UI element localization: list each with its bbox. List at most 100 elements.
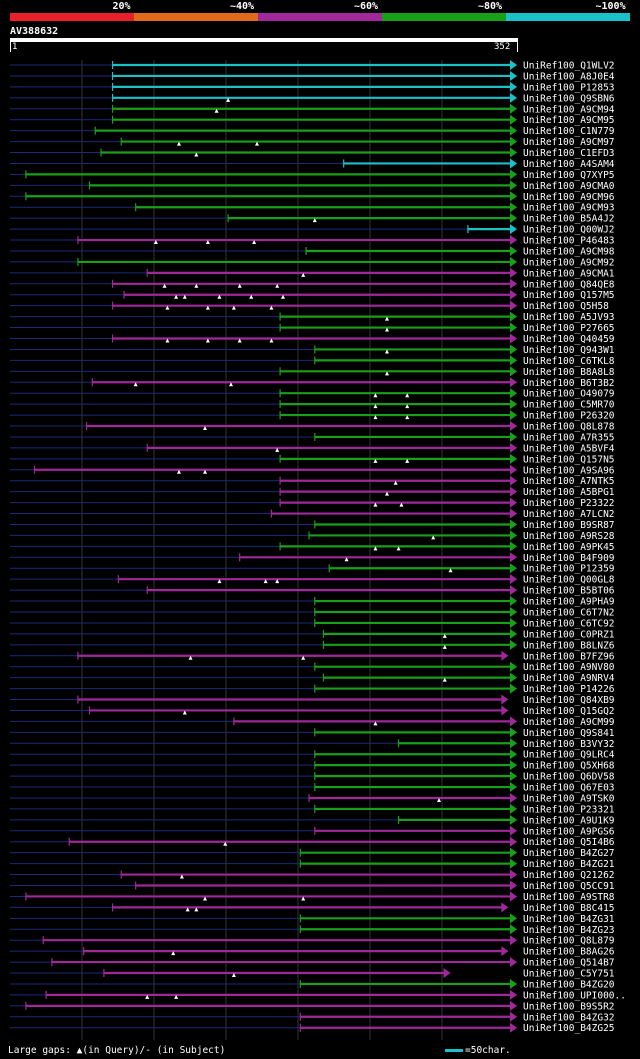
hit-label[interactable]: UniRef100_A5JV93	[523, 312, 615, 323]
hit-label[interactable]: UniRef100_B4ZG20	[523, 979, 615, 990]
hit-label[interactable]: UniRef100_Q84QE8	[523, 279, 615, 290]
hit-label[interactable]: UniRef100_B4F909	[523, 553, 615, 564]
hit-label[interactable]: UniRef100_Q9S841	[523, 728, 615, 739]
hit-label[interactable]: UniRef100_A9CM94	[523, 104, 615, 115]
hit-label[interactable]: UniRef100_Q1WLV2	[523, 61, 615, 72]
hit-label[interactable]: UniRef100_Q67E03	[523, 783, 615, 794]
hit-label[interactable]: UniRef100_Q157M5	[523, 290, 615, 301]
hit-label[interactable]: UniRef100_C6TKL8	[523, 356, 615, 367]
hit-label[interactable]: UniRef100_A9CM95	[523, 115, 615, 126]
hit-label[interactable]: UniRef100_B8LNZ6	[523, 640, 615, 651]
hit-label[interactable]: UniRef100_A7NTK5	[523, 476, 615, 487]
hit-end-arrow	[510, 738, 517, 749]
hit-end-arrow	[510, 760, 517, 771]
hit-label[interactable]: UniRef100_C6T7N2	[523, 608, 615, 619]
hit-label[interactable]: UniRef100_Q84XB9	[523, 695, 615, 706]
hit-label[interactable]: UniRef100_B8AG26	[523, 947, 615, 958]
hit-label[interactable]: UniRef100_P14226	[523, 684, 615, 695]
hit-label[interactable]: UniRef100_O49079	[523, 389, 615, 400]
hit-label[interactable]: UniRef100_P12853	[523, 82, 615, 93]
hit-label[interactable]: UniRef100_A9SA96	[523, 465, 615, 476]
hit-label[interactable]: UniRef100_A9PHA9	[523, 597, 615, 608]
hit-label[interactable]: UniRef100_A9CM96	[523, 192, 615, 203]
hit-label[interactable]: UniRef100_Q8L878	[523, 422, 615, 433]
hit-label[interactable]: UniRef100_C1N779	[523, 126, 615, 137]
hit-label[interactable]: UniRef100_C6TC92	[523, 618, 615, 629]
hit-label[interactable]: UniRef100_B4ZG23	[523, 925, 615, 936]
hit-label[interactable]: UniRef100_C5Y751	[523, 969, 615, 980]
hit-label[interactable]: UniRef100_A4SAM4	[523, 159, 615, 170]
hit-label[interactable]: UniRef100_A5BPG1	[523, 487, 615, 498]
hit-label[interactable]: UniRef100_P12359	[523, 564, 615, 575]
hit-label[interactable]: UniRef100_Q5CC91	[523, 881, 615, 892]
hit-label[interactable]: UniRef100_B9SR87	[523, 520, 615, 531]
hit-label[interactable]: UniRef100_B4ZG31	[523, 914, 615, 925]
hit-label[interactable]: UniRef100_Q157N5	[523, 454, 615, 465]
hit-end-arrow	[510, 202, 517, 213]
hit-label[interactable]: UniRef100_B5BT06	[523, 586, 615, 597]
hit-label[interactable]: UniRef100_A9CMA1	[523, 268, 615, 279]
hit-label[interactable]: UniRef100_P23321	[523, 804, 615, 815]
hit-label[interactable]: UniRef100_P23322	[523, 498, 615, 509]
hit-label[interactable]: UniRef100_A9CMA0	[523, 181, 615, 192]
hit-label[interactable]: UniRef100_A9CM93	[523, 203, 615, 214]
legend-segment	[134, 13, 258, 21]
hit-label[interactable]: UniRef100_A7LCN2	[523, 509, 615, 520]
hit-label[interactable]: UniRef100_B4ZG21	[523, 859, 615, 870]
hit-label[interactable]: UniRef100_P26320	[523, 411, 615, 422]
hit-label[interactable]: UniRef100_A9RS28	[523, 531, 615, 542]
hit-label[interactable]: UniRef100_A9PK45	[523, 542, 615, 553]
scale-swatch-icon	[445, 1049, 463, 1052]
hit-label[interactable]: UniRef100_A9CM99	[523, 717, 615, 728]
hit-label[interactable]: UniRef100_Q9SBN6	[523, 93, 615, 104]
hit-label[interactable]: UniRef100_C5MR70	[523, 400, 615, 411]
hit-label[interactable]: UniRef100_Q514B7	[523, 958, 615, 969]
hit-label[interactable]: UniRef100_C0PRZ1	[523, 629, 615, 640]
hit-end-arrow	[510, 552, 517, 563]
hit-label[interactable]: UniRef100_P46483	[523, 236, 615, 247]
hit-end-arrow	[510, 519, 517, 530]
hit-label[interactable]: UniRef100_B7FZ96	[523, 651, 615, 662]
hit-label[interactable]: UniRef100_B8C415	[523, 903, 615, 914]
hit-label[interactable]: UniRef100_Q00WJ2	[523, 225, 615, 236]
hit-label[interactable]: UniRef100_A7R355	[523, 432, 615, 443]
hit-label[interactable]: UniRef100_C1EFD3	[523, 148, 615, 159]
hit-label[interactable]: UniRef100_A9U1K9	[523, 815, 615, 826]
hit-end-arrow	[510, 125, 517, 136]
hit-label[interactable]: UniRef100_A9CM97	[523, 137, 615, 148]
hit-label[interactable]: UniRef100_B6T3B2	[523, 378, 615, 389]
hit-label[interactable]: UniRef100_B5A4J2	[523, 214, 615, 225]
hit-label[interactable]: UniRef100_B3VY32	[523, 739, 615, 750]
hit-label[interactable]: UniRef100_A5BVF4	[523, 443, 615, 454]
hit-label[interactable]: UniRef100_B8A8L8	[523, 367, 615, 378]
hit-label[interactable]: UniRef100_A9PGS6	[523, 826, 615, 837]
hit-label[interactable]: UniRef100_B9S5R2	[523, 1001, 615, 1012]
hit-label[interactable]: UniRef100_Q6DV58	[523, 772, 615, 783]
hit-label[interactable]: UniRef100_Q5I4B6	[523, 837, 615, 848]
hit-label[interactable]: UniRef100_A9CM98	[523, 246, 615, 257]
hit-end-arrow	[510, 891, 517, 902]
hit-label[interactable]: UniRef100_A8J0E4	[523, 71, 615, 82]
hit-label[interactable]: UniRef100_B4ZG25	[523, 1023, 615, 1034]
hit-label[interactable]: UniRef100_A9TSK0	[523, 793, 615, 804]
hit-label[interactable]: UniRef100_A9CM92	[523, 257, 615, 268]
hit-label[interactable]: UniRef100_A9NV80	[523, 662, 615, 673]
hit-label[interactable]: UniRef100_Q9LRC4	[523, 750, 615, 761]
hit-label[interactable]: UniRef100_UPI000..	[523, 990, 626, 1001]
hit-label[interactable]: UniRef100_Q21262	[523, 870, 615, 881]
hit-label[interactable]: UniRef100_B4ZG32	[523, 1012, 615, 1023]
hit-label[interactable]: UniRef100_Q15GQ2	[523, 706, 615, 717]
hit-label[interactable]: UniRef100_Q5H58	[523, 301, 609, 312]
hit-label[interactable]: UniRef100_Q943W1	[523, 345, 615, 356]
hit-end-arrow	[510, 836, 517, 847]
hit-label[interactable]: UniRef100_Q5XH68	[523, 761, 615, 772]
hit-label[interactable]: UniRef100_B4ZG27	[523, 848, 615, 859]
hit-label[interactable]: UniRef100_Q7XYP5	[523, 170, 615, 181]
hit-label[interactable]: UniRef100_A9STR8	[523, 892, 615, 903]
hit-label[interactable]: UniRef100_P27665	[523, 323, 615, 334]
hit-label[interactable]: UniRef100_Q40459	[523, 334, 615, 345]
legend-segment	[506, 13, 630, 21]
hit-label[interactable]: UniRef100_A9NRV4	[523, 673, 615, 684]
hit-label[interactable]: UniRef100_Q8L879	[523, 936, 615, 947]
hit-label[interactable]: UniRef100_Q00GL8	[523, 575, 615, 586]
